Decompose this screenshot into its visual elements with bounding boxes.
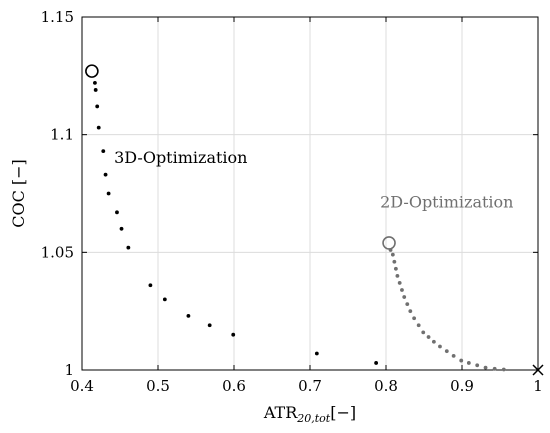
data-point	[492, 366, 497, 371]
data-point	[119, 226, 124, 231]
cross-stroke	[532, 364, 544, 376]
data-point	[207, 323, 212, 328]
data-point	[103, 172, 108, 177]
x-axis-title-sub: 20,tot	[296, 412, 331, 425]
data-point	[374, 361, 379, 365]
ticks: 0.4 0.5 0.6 0.7 0.8 0.9 1 1 1.05 1.1 1.15	[41, 8, 543, 395]
data-point	[395, 273, 400, 278]
data-point	[501, 367, 506, 372]
data-point	[231, 332, 236, 337]
y-tick-label: 1.1	[50, 126, 74, 144]
data-point	[408, 309, 413, 314]
data-point	[148, 283, 153, 288]
data-point	[466, 361, 471, 365]
data-point	[426, 335, 431, 339]
x-axis-title-unit: [−]	[330, 403, 356, 422]
data-point	[96, 125, 101, 130]
x-axis-title-main: ATR	[263, 403, 298, 422]
x-tick-label: 0.9	[450, 377, 474, 395]
data-point	[421, 330, 426, 335]
data-point	[412, 316, 417, 321]
data-point	[451, 353, 456, 358]
data-point	[101, 149, 106, 154]
x-tick-label: 1	[533, 377, 543, 395]
data-point	[459, 358, 464, 363]
annotation-label: 3D-Optimization	[114, 148, 247, 167]
x-axis-title: ATR20,tot[−]	[263, 403, 356, 425]
data-point	[115, 210, 119, 215]
data-point	[393, 266, 398, 271]
data-point	[397, 281, 402, 285]
y-axis-title: COC [−]	[9, 159, 28, 228]
data-point	[483, 365, 488, 370]
data-points	[85, 64, 544, 376]
y-tick-label: 1.05	[41, 243, 74, 261]
endpoint-circle-marker	[85, 64, 99, 78]
data-point	[93, 80, 97, 85]
y-tick-label: 1	[64, 361, 74, 379]
data-point	[438, 344, 442, 349]
data-point	[431, 339, 436, 344]
data-point	[106, 191, 111, 196]
x-tick-label: 0.4	[70, 377, 94, 395]
x-tick-label: 0.5	[146, 377, 170, 395]
x-tick-label: 0.8	[374, 377, 398, 395]
data-point	[314, 351, 319, 356]
data-point	[392, 259, 397, 264]
data-point	[475, 363, 480, 368]
data-point	[416, 323, 421, 328]
data-point	[186, 313, 191, 318]
x-tick-label: 0.7	[298, 377, 322, 395]
data-point	[95, 104, 100, 109]
data-point	[162, 297, 167, 302]
x-tick-label: 0.6	[222, 377, 246, 395]
endpoint-cross-marker	[532, 364, 544, 376]
data-point	[93, 88, 98, 92]
data-point	[405, 302, 410, 307]
data-point	[390, 252, 395, 257]
annotation-label: 2D-Optimization	[380, 193, 513, 212]
data-point	[444, 349, 449, 354]
endpoint-circle-marker	[382, 236, 396, 250]
data-point	[126, 245, 131, 250]
y-tick-label: 1.15	[41, 8, 74, 26]
annotations: 3D-Optimization 2D-Optimization	[114, 148, 513, 212]
data-point	[402, 295, 407, 299]
data-point	[400, 288, 404, 292]
